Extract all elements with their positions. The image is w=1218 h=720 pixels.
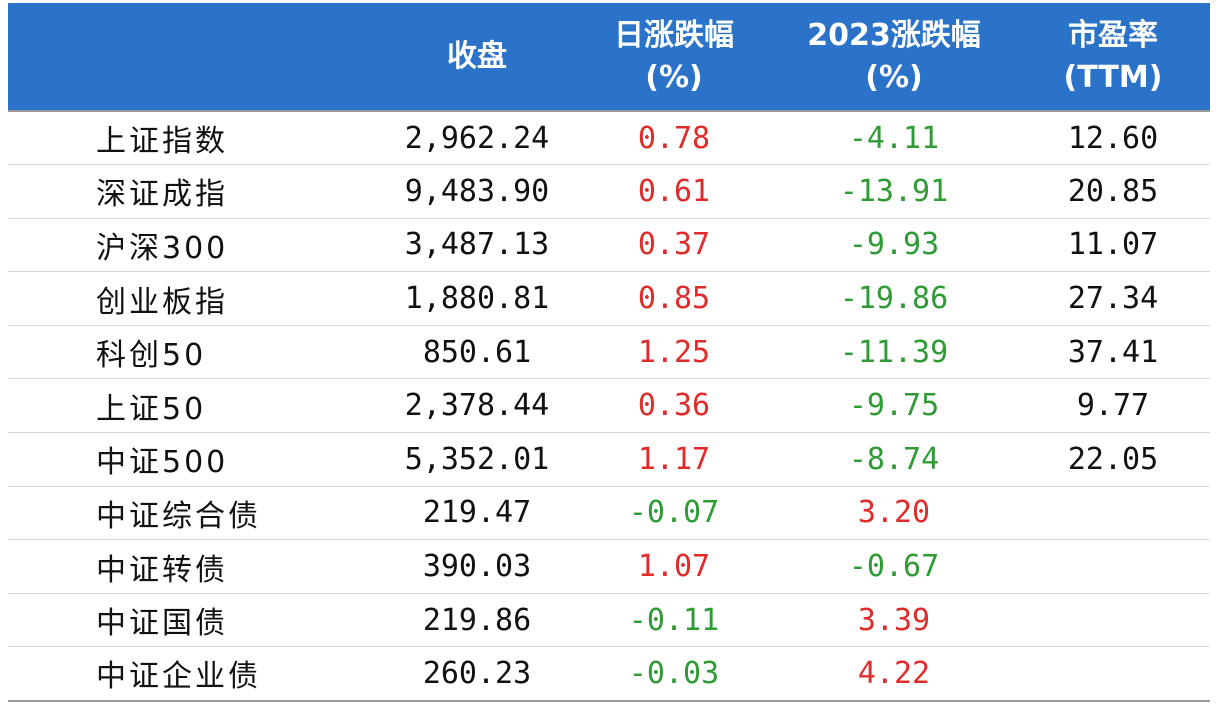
- daily-change-cell: 1.17: [637, 441, 711, 477]
- index-name-cell: 上证50: [96, 391, 207, 427]
- header-pe: 市盈率 (TTM): [1016, 3, 1210, 111]
- close-value-cell: 219.47: [422, 495, 532, 531]
- pe-ttm-cell: 37.41: [1067, 334, 1159, 370]
- daily-change-cell: -0.03: [628, 655, 720, 691]
- index-name-cell: 中证转债: [96, 552, 228, 588]
- table-row: 中证企业债 260.23 -0.03 4.22: [8, 647, 1210, 701]
- table-row: 深证成指 9,483.90 0.61 -13.91 20.85: [8, 165, 1210, 219]
- header-close-label: 收盘: [447, 38, 507, 74]
- pe-ttm-cell: 22.05: [1067, 441, 1159, 477]
- index-name-cell: 创业板指: [96, 284, 228, 320]
- close-value-cell: 3,487.13: [404, 227, 550, 263]
- pe-ttm-cell: [1016, 647, 1210, 701]
- daily-change-cell: 0.85: [637, 281, 711, 317]
- table-row: 上证指数 2,962.24 0.78 -4.11 12.60: [8, 110, 1210, 165]
- close-value-cell: 260.23: [422, 655, 532, 691]
- close-value-cell: 2,378.44: [404, 388, 550, 424]
- table-row: 中证转债 390.03 1.07 -0.67: [8, 540, 1210, 594]
- daily-change-cell: 1.07: [637, 549, 711, 585]
- table-row: 中证综合债 219.47 -0.07 3.20: [8, 486, 1210, 540]
- table-header: 收盘 日涨跌幅 (%) 2023涨跌幅 (%) 市盈率 (TTM): [8, 3, 1210, 111]
- index-performance-table-container: 收盘 日涨跌幅 (%) 2023涨跌幅 (%) 市盈率 (TTM) 上证指数 2,…: [8, 3, 1210, 716]
- ytd-change-cell: 3.39: [857, 602, 931, 638]
- index-name-cell: 沪深300: [96, 230, 229, 266]
- table-row: 创业板指 1,880.81 0.85 -19.86 27.34: [8, 272, 1210, 326]
- index-name-cell: 中证国债: [96, 606, 228, 642]
- index-name-cell: 中证企业债: [96, 659, 261, 695]
- ytd-change-cell: 3.20: [857, 495, 931, 531]
- pe-ttm-cell: [1016, 540, 1210, 594]
- daily-change-cell: 0.36: [637, 388, 711, 424]
- table-row: 沪深300 3,487.13 0.37 -9.93 11.07: [8, 218, 1210, 272]
- ytd-change-cell: -9.93: [848, 227, 940, 263]
- ytd-change-cell: 4.22: [857, 655, 931, 691]
- header-row: 收盘 日涨跌幅 (%) 2023涨跌幅 (%) 市盈率 (TTM): [8, 3, 1210, 111]
- table-body: 上证指数 2,962.24 0.78 -4.11 12.60 深证成指 9,483.90 0.…: [8, 110, 1210, 701]
- header-daily-change-unit: (%): [645, 59, 703, 95]
- index-name-cell: 深证成指: [96, 177, 228, 213]
- ytd-change-cell: -9.75: [848, 388, 940, 424]
- daily-change-cell: 0.61: [637, 173, 711, 209]
- ytd-change-cell: -11.39: [839, 334, 949, 370]
- close-value-cell: 219.86: [422, 602, 532, 638]
- index-name-cell: 上证指数: [8, 110, 378, 165]
- table-row: 上证50 2,378.44 0.36 -9.75 9.77: [8, 379, 1210, 433]
- pe-ttm-cell: [1016, 486, 1210, 540]
- index-name-cell: 中证综合债: [96, 498, 261, 534]
- index-name-cell: 科创50: [96, 338, 207, 374]
- pe-ttm-cell: [1016, 593, 1210, 647]
- close-value-cell: 1,880.81: [404, 281, 550, 317]
- header-pe-unit: (TTM): [1063, 59, 1163, 95]
- table-row: 中证500 5,352.01 1.17 -8.74 22.05: [8, 433, 1210, 487]
- pe-ttm-cell: 11.07: [1067, 227, 1159, 263]
- ytd-change-cell: -0.67: [848, 549, 940, 585]
- header-name: [8, 3, 378, 111]
- daily-change-cell: -0.07: [628, 495, 720, 531]
- header-ytd-change: 2023涨跌幅 (%): [772, 3, 1016, 111]
- header-ytd-change-unit: (%): [865, 59, 923, 95]
- table-row: 科创50 850.61 1.25 -11.39 37.41: [8, 325, 1210, 379]
- table-row: 中证国债 219.86 -0.11 3.39: [8, 593, 1210, 647]
- close-value-cell: 5,352.01: [404, 441, 550, 477]
- close-value-cell: 850.61: [422, 334, 532, 370]
- index-performance-table: 收盘 日涨跌幅 (%) 2023涨跌幅 (%) 市盈率 (TTM) 上证指数 2,…: [8, 3, 1210, 702]
- header-ytd-change-label: 2023涨跌幅: [807, 17, 981, 53]
- ytd-change-cell: -4.11: [772, 110, 1016, 165]
- index-name-cell: 中证500: [96, 445, 229, 481]
- daily-change-cell: -0.11: [628, 602, 720, 638]
- close-value-cell: 2,962.24: [378, 110, 576, 165]
- header-close: 收盘: [378, 3, 576, 111]
- daily-change-cell: 1.25: [637, 334, 711, 370]
- pe-ttm-cell: 27.34: [1067, 281, 1159, 317]
- close-value-cell: 9,483.90: [404, 173, 550, 209]
- header-daily-change: 日涨跌幅 (%): [576, 3, 772, 111]
- ytd-change-cell: -8.74: [848, 441, 940, 477]
- ytd-change-cell: -19.86: [839, 281, 949, 317]
- daily-change-cell: 0.37: [637, 227, 711, 263]
- daily-change-cell: 0.78: [576, 110, 772, 165]
- close-value-cell: 390.03: [422, 549, 532, 585]
- ytd-change-cell: -13.91: [839, 173, 949, 209]
- header-daily-change-label: 日涨跌幅: [614, 17, 734, 53]
- pe-ttm-cell: 12.60: [1016, 110, 1210, 165]
- pe-ttm-cell: 9.77: [1076, 388, 1150, 424]
- header-pe-label: 市盈率: [1068, 17, 1158, 53]
- pe-ttm-cell: 20.85: [1067, 173, 1159, 209]
